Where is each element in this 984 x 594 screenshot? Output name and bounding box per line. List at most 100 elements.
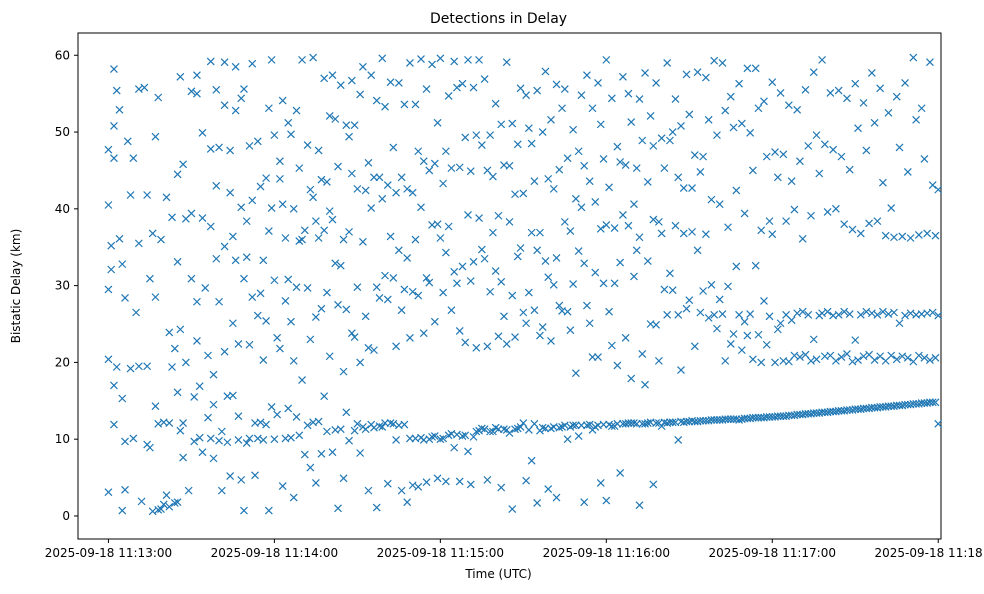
data-point <box>630 200 638 209</box>
data-point <box>372 96 381 105</box>
x-axis-ticks: 2025-09-18 11:13:00 2025-09-18 11:14:00 20… <box>45 539 984 560</box>
data-point <box>632 164 641 173</box>
data-point <box>331 115 340 123</box>
data-point <box>367 71 376 80</box>
data-point <box>552 254 561 262</box>
data-point <box>776 319 785 328</box>
data-point <box>762 340 771 349</box>
data-point <box>740 414 749 423</box>
data-point <box>220 58 229 67</box>
data-point <box>320 74 329 83</box>
data-point <box>796 157 804 166</box>
data-point <box>881 231 890 240</box>
data-point <box>718 310 727 318</box>
data-point <box>245 340 254 349</box>
data-point <box>204 351 212 360</box>
data-point <box>776 88 785 97</box>
data-point <box>491 99 500 108</box>
data-points <box>104 53 943 516</box>
data-point <box>599 420 608 429</box>
data-point <box>643 257 652 265</box>
data-point <box>798 307 807 316</box>
data-point <box>873 310 882 319</box>
data-point <box>765 412 774 421</box>
data-point <box>887 351 896 360</box>
data-point <box>403 498 412 507</box>
data-point <box>334 504 342 513</box>
data-point <box>632 246 641 255</box>
data-point <box>737 346 746 355</box>
data-point <box>500 312 508 321</box>
data-point <box>596 479 605 487</box>
data-point <box>242 439 251 447</box>
data-point <box>649 141 658 150</box>
data-point <box>126 364 135 373</box>
data-point <box>726 340 735 348</box>
data-point <box>859 98 868 107</box>
data-point <box>878 307 887 316</box>
y-tick-label: 40 <box>55 202 70 216</box>
data-point <box>408 188 417 197</box>
data-point <box>187 274 196 283</box>
data-point <box>134 362 143 371</box>
data-point <box>104 488 113 497</box>
data-point <box>289 204 298 213</box>
data-point <box>815 169 824 178</box>
data-point <box>536 331 544 340</box>
data-point <box>865 219 874 228</box>
data-point <box>356 358 365 367</box>
data-point <box>488 427 497 436</box>
data-point <box>278 96 287 105</box>
data-point <box>325 207 334 216</box>
data-point <box>295 431 304 440</box>
data-point <box>641 380 649 389</box>
data-point <box>685 110 694 119</box>
data-point <box>345 132 353 141</box>
data-point <box>854 356 862 365</box>
data-point <box>386 232 395 241</box>
data-point <box>212 85 221 94</box>
data-point <box>710 310 719 319</box>
data-point <box>740 317 749 326</box>
data-point <box>328 71 337 80</box>
data-point <box>569 125 578 134</box>
data-point <box>422 478 431 487</box>
data-point <box>206 222 215 231</box>
data-point <box>793 410 802 419</box>
data-point <box>253 137 262 146</box>
data-point <box>765 217 774 226</box>
data-point <box>311 217 320 226</box>
data-point <box>843 350 851 358</box>
data-point <box>176 325 185 334</box>
data-point <box>392 436 401 444</box>
data-point <box>610 224 619 232</box>
data-point <box>353 419 362 428</box>
data-point <box>176 72 185 81</box>
data-point <box>668 128 677 136</box>
data-point <box>580 498 589 507</box>
data-point <box>732 415 741 424</box>
data-point <box>890 233 898 242</box>
data-point <box>486 131 495 140</box>
data-point <box>212 181 221 190</box>
data-point <box>809 335 818 344</box>
data-point <box>641 419 649 428</box>
data-point <box>264 104 273 113</box>
data-point <box>641 69 649 77</box>
data-point <box>588 104 597 113</box>
data-point <box>746 310 755 318</box>
y-tick-label: 0 <box>62 509 70 523</box>
data-point <box>544 485 553 494</box>
data-point <box>898 232 907 241</box>
data-point <box>168 213 176 222</box>
data-point <box>793 309 802 318</box>
data-point <box>347 329 356 338</box>
data-point <box>613 142 622 151</box>
data-point <box>541 424 550 433</box>
data-point <box>256 182 265 191</box>
data-point <box>696 416 705 425</box>
data-point <box>809 68 818 77</box>
data-point <box>754 413 763 422</box>
data-point <box>298 235 306 244</box>
